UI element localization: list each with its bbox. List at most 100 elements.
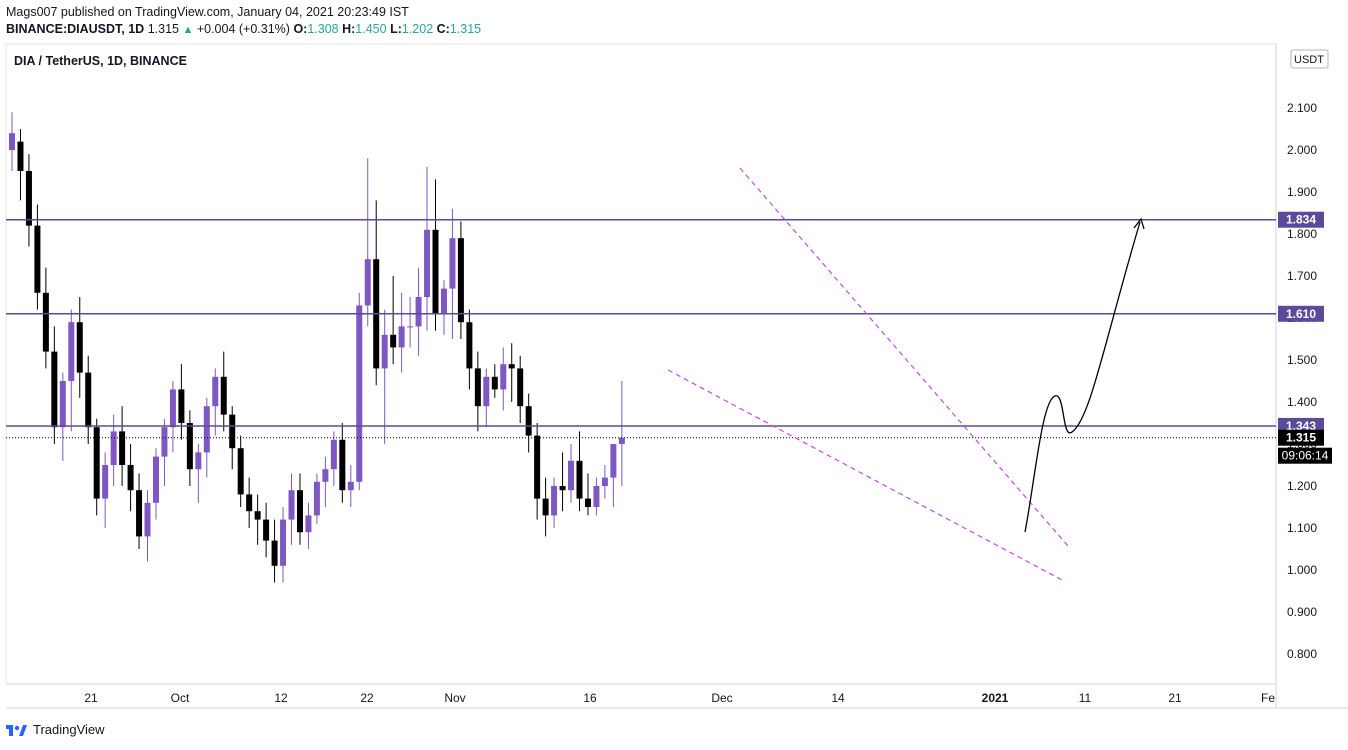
candle-body (296, 490, 303, 533)
candle (280, 507, 287, 583)
candle-body (51, 351, 58, 428)
candle (144, 490, 151, 562)
price-tag-label: 1.610 (1286, 307, 1316, 321)
candle (474, 351, 481, 432)
candle-body (568, 460, 575, 491)
time-axis[interactable]: 21 Oct 12 22 Nov 16 Dec 14 2021 11 21 Fe (84, 691, 1275, 705)
y-tick-label: 1.400 (1287, 395, 1317, 409)
candle (432, 179, 439, 331)
candle-body (17, 141, 24, 171)
candle-body (483, 376, 490, 407)
candle-body (9, 133, 15, 150)
candle (449, 208, 456, 339)
unit-badge: USDT (1290, 49, 1329, 69)
candle (407, 297, 414, 348)
candle (381, 309, 388, 444)
y-tick-label: 1.900 (1287, 185, 1317, 199)
candle-body (407, 326, 414, 328)
x-tick-label: 16 (583, 691, 597, 705)
price-axis[interactable]: 2.1002.0001.9001.8001.7001.6001.5001.400… (1287, 101, 1317, 661)
candle (618, 381, 625, 486)
candle (364, 158, 371, 327)
levels-layer (6, 218, 1276, 439)
candle-body (195, 452, 202, 470)
candle (288, 473, 295, 545)
candle (551, 477, 558, 528)
candle-body (85, 372, 92, 428)
candle-body (542, 498, 549, 516)
candle (415, 267, 422, 356)
candle-body (288, 490, 295, 520)
y-tick-label: 0.800 (1287, 647, 1317, 661)
candle (339, 423, 346, 503)
candle-body (610, 444, 617, 478)
candle (610, 444, 617, 507)
candle-body (576, 460, 583, 499)
candle-body (263, 519, 270, 541)
candle-body (93, 427, 100, 499)
symbol-label: BINANCE:DIAUSDT, 1D (6, 22, 145, 36)
wedge-lower-line (667, 369, 1063, 581)
candle (491, 364, 498, 398)
arrow-head-icon (1133, 217, 1145, 230)
candle-body (593, 486, 600, 507)
candle (246, 477, 253, 528)
level-price-tag: 1.834 (1278, 211, 1324, 228)
candle-body (339, 439, 346, 491)
y-tick-label: 1.500 (1287, 353, 1317, 367)
x-tick-label: Oct (171, 691, 190, 705)
candle-body (381, 334, 388, 369)
candle (347, 465, 354, 507)
close-label: C: (436, 22, 450, 36)
open-label: O: (293, 22, 308, 36)
candle (568, 444, 575, 503)
candle-body (178, 389, 185, 423)
candle (601, 465, 608, 499)
candle-body (254, 511, 261, 520)
candle (178, 364, 185, 440)
candle (322, 456, 329, 507)
x-tick-label: 2021 (982, 691, 1009, 705)
x-tick-label: 11 (1079, 691, 1092, 705)
candle (17, 129, 24, 201)
chart-header: Mags007 published on TradingView.com, Ja… (6, 4, 481, 39)
candle (483, 368, 490, 428)
candle (330, 431, 337, 486)
unit-label: USDT (1294, 54, 1324, 66)
candle-body (466, 322, 473, 369)
candle (534, 423, 541, 520)
high-value: 1.450 (355, 22, 387, 36)
candle (305, 502, 312, 549)
candle-body (525, 406, 532, 436)
x-tick-label: 21 (1168, 691, 1182, 705)
candle (68, 309, 75, 432)
candle-body (76, 322, 83, 373)
y-tick-label: 1.700 (1287, 269, 1317, 283)
footer-brand: TradingView (6, 722, 105, 737)
candle-body (280, 519, 287, 566)
candle (34, 204, 41, 310)
candle-body (144, 502, 151, 537)
ohlc-line: BINANCE:DIAUSDT, 1D 1.315 ▲ +0.004 (+0.3… (6, 21, 481, 39)
publisher-line: Mags007 published on TradingView.com, Ja… (6, 5, 409, 19)
legend-title: DIA / TetherUS, 1D, BINANCE (14, 54, 187, 68)
candle-body (271, 540, 278, 566)
y-tick-label: 1.200 (1287, 479, 1317, 493)
candle-body (169, 389, 176, 428)
candle (542, 477, 549, 537)
drawings-layer (667, 167, 1145, 581)
candle-body (212, 376, 219, 407)
candle-body (136, 490, 143, 537)
candle-body (220, 376, 227, 415)
candle-body (237, 448, 244, 495)
candle (584, 473, 591, 516)
candle-body (347, 481, 354, 491)
candle-body (559, 486, 566, 491)
candle-body (305, 515, 312, 533)
y-tick-label: 0.900 (1287, 605, 1317, 619)
low-label: L: (390, 22, 402, 36)
candle (9, 112, 15, 171)
candle (390, 276, 397, 365)
